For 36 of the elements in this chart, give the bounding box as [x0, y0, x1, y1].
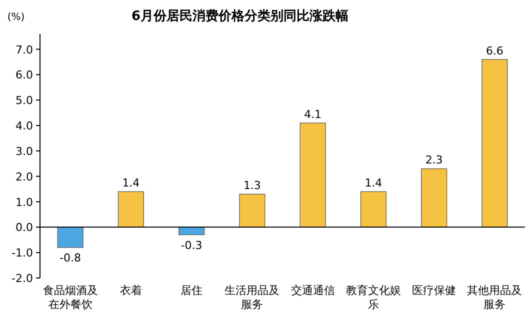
- x-tick-label: 食品烟酒及在外餐饮: [42, 284, 99, 312]
- bar: [421, 168, 448, 228]
- x-tick-label: 医疗保健: [411, 284, 458, 298]
- data-label: -0.3: [180, 238, 202, 252]
- data-label: 4.1: [304, 108, 322, 121]
- y-tick-label: 5.0: [16, 94, 33, 108]
- y-tick-label: 7.0: [16, 43, 33, 56]
- y-tick-label: -1.0: [12, 246, 33, 260]
- bar: [360, 191, 386, 228]
- y-axis-title: (%): [7, 12, 25, 23]
- data-label: 1.3: [243, 179, 261, 192]
- x-tick-label: 教育文化娱乐: [344, 284, 402, 312]
- bar: [57, 226, 84, 248]
- chart-title: 6月份居民消费价格分类别同比涨跌幅: [131, 9, 349, 24]
- y-tick-label: 4.0: [16, 120, 33, 132]
- y-tick-label: 2.0: [16, 170, 33, 184]
- bar: [118, 191, 144, 228]
- x-tick-label: 居住: [180, 284, 204, 298]
- data-label: 6.6: [486, 44, 504, 58]
- y-tick-label: 3.0: [16, 144, 33, 158]
- bar: [300, 122, 326, 228]
- bar: [178, 226, 205, 236]
- x-tick-label: 衣着: [118, 284, 143, 298]
- x-tick-label: 生活用品及服务: [224, 284, 281, 312]
- data-label: 2.3: [425, 154, 443, 167]
- y-tick-label: 0.0: [16, 221, 33, 234]
- x-tick-label: 交通通信: [290, 284, 336, 298]
- y-tick-label: 6.0: [16, 68, 33, 82]
- y-tick-label: 1.0: [16, 196, 33, 209]
- bar: [482, 59, 508, 228]
- data-label: 1.4: [122, 176, 140, 190]
- data-label: 1.4: [364, 176, 382, 190]
- y-tick-label: -2.0: [12, 272, 33, 285]
- data-label: -0.8: [60, 252, 82, 264]
- x-tick-label: 其他用品及服务: [466, 284, 524, 312]
- bar: [239, 194, 266, 228]
